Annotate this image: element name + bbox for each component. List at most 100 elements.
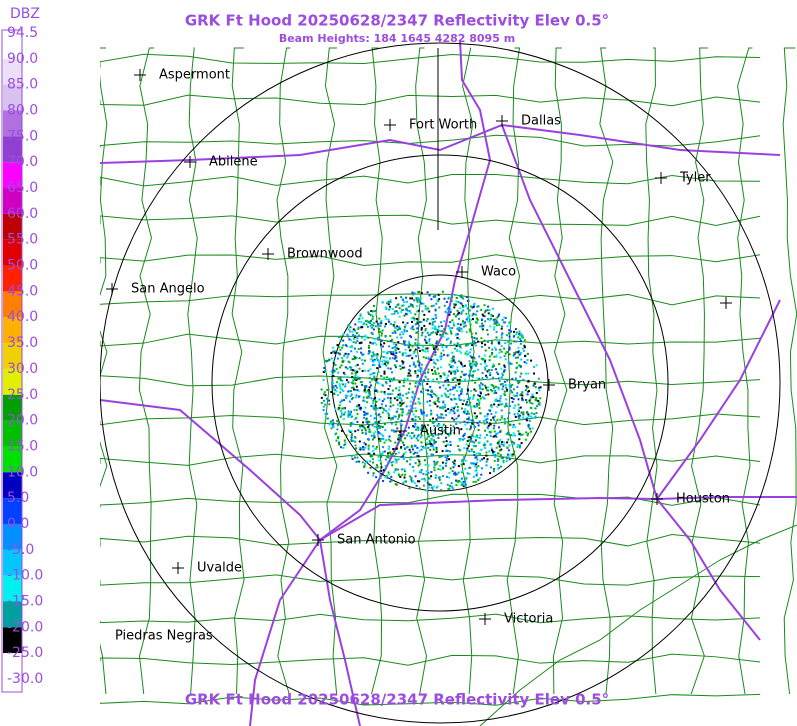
echo-pixel bbox=[489, 325, 492, 328]
echo-pixel bbox=[368, 430, 371, 433]
echo-pixel bbox=[339, 366, 342, 369]
echo-pixel bbox=[483, 442, 486, 445]
echo-pixel bbox=[471, 440, 474, 443]
echo-pixel bbox=[358, 357, 361, 360]
echo-pixel bbox=[493, 430, 496, 433]
echo-pixel bbox=[486, 421, 488, 424]
echo-pixel bbox=[411, 320, 413, 323]
echo-pixel bbox=[487, 317, 489, 320]
echo-pixel bbox=[409, 451, 412, 454]
echo-pixel bbox=[500, 327, 503, 330]
echo-pixel bbox=[449, 342, 452, 345]
echo-pixel bbox=[435, 418, 438, 421]
echo-pixel bbox=[504, 317, 507, 319]
echo-pixel bbox=[425, 364, 428, 367]
echo-pixel bbox=[350, 366, 353, 369]
city-marker bbox=[395, 425, 407, 437]
echo-pixel bbox=[371, 458, 374, 461]
echo-pixel bbox=[498, 426, 500, 429]
echo-pixel bbox=[387, 300, 390, 303]
echo-pixel bbox=[436, 485, 439, 488]
echo-pixel bbox=[369, 460, 371, 463]
legend-swatch bbox=[3, 58, 22, 85]
echo-pixel bbox=[444, 380, 447, 383]
echo-pixel bbox=[502, 461, 505, 464]
echo-pixel bbox=[380, 433, 383, 436]
echo-pixel bbox=[440, 482, 443, 485]
echo-pixel bbox=[459, 375, 462, 378]
echo-pixel bbox=[449, 330, 452, 333]
echo-pixel bbox=[470, 319, 473, 321]
echo-pixel bbox=[440, 358, 443, 361]
echo-pixel bbox=[446, 449, 449, 452]
echo-pixel bbox=[403, 470, 406, 473]
echo-pixel bbox=[387, 452, 389, 455]
echo-pixel bbox=[535, 397, 538, 400]
echo-pixel bbox=[472, 421, 475, 424]
echo-pixel bbox=[426, 414, 429, 417]
echo-pixel bbox=[391, 479, 394, 482]
echo-pixel bbox=[521, 391, 524, 394]
echo-pixel bbox=[401, 354, 404, 357]
echo-pixel bbox=[501, 415, 503, 418]
echo-pixel bbox=[409, 400, 412, 403]
echo-pixel bbox=[478, 436, 481, 439]
echo-pixel bbox=[486, 440, 489, 443]
echo-pixel bbox=[513, 340, 516, 343]
echo-pixel bbox=[385, 356, 388, 359]
echo-pixel bbox=[485, 460, 488, 463]
echo-pixel bbox=[494, 348, 497, 351]
echo-pixel bbox=[505, 386, 508, 389]
echo-pixel bbox=[470, 367, 473, 369]
echo-pixel bbox=[410, 476, 413, 479]
echo-pixel bbox=[537, 377, 540, 380]
echo-pixel bbox=[501, 441, 504, 443]
echo-pixel bbox=[372, 435, 375, 438]
echo-pixel bbox=[460, 312, 463, 315]
echo-pixel bbox=[449, 484, 452, 487]
echo-pixel bbox=[386, 411, 389, 414]
echo-pixel bbox=[427, 471, 430, 474]
echo-pixel bbox=[504, 352, 507, 355]
echo-pixel bbox=[384, 422, 386, 425]
echo-pixel bbox=[490, 404, 493, 407]
echo-pixel bbox=[455, 479, 457, 482]
echo-pixel bbox=[377, 455, 380, 458]
echo-pixel bbox=[444, 445, 447, 448]
echo-pixel bbox=[363, 414, 366, 416]
echo-pixel bbox=[462, 435, 465, 438]
echo-pixel bbox=[463, 411, 466, 414]
echo-pixel bbox=[495, 355, 498, 358]
echo-pixel bbox=[526, 386, 528, 389]
echo-pixel bbox=[324, 403, 327, 406]
legend-swatch bbox=[3, 627, 22, 654]
echo-pixel bbox=[374, 325, 377, 328]
city-label: Aspermont bbox=[159, 68, 230, 83]
echo-pixel bbox=[358, 405, 361, 408]
echo-pixel bbox=[373, 338, 376, 341]
echo-pixel bbox=[429, 380, 432, 383]
echo-pixel bbox=[489, 409, 492, 412]
echo-pixel bbox=[491, 348, 494, 351]
echo-pixel bbox=[412, 363, 415, 366]
echo-pixel bbox=[526, 416, 529, 419]
echo-pixel bbox=[398, 328, 400, 330]
echo-pixel bbox=[464, 423, 467, 426]
echo-pixel bbox=[446, 312, 449, 315]
echo-pixel bbox=[351, 372, 353, 375]
echo-pixel bbox=[511, 400, 514, 403]
echo-pixel bbox=[444, 387, 447, 390]
echo-pixel bbox=[344, 441, 347, 444]
echo-pixel bbox=[338, 443, 341, 446]
echo-pixel bbox=[484, 360, 486, 363]
echo-pixel bbox=[465, 296, 468, 298]
echo-pixel bbox=[411, 291, 414, 294]
echo-pixel bbox=[463, 420, 466, 423]
city-marker bbox=[496, 115, 508, 127]
echo-pixel bbox=[415, 331, 418, 334]
echo-pixel bbox=[506, 340, 509, 343]
echo-pixel bbox=[339, 339, 342, 342]
echo-pixel bbox=[442, 344, 445, 346]
echo-pixel bbox=[442, 417, 445, 419]
echo-pixel bbox=[395, 461, 398, 464]
